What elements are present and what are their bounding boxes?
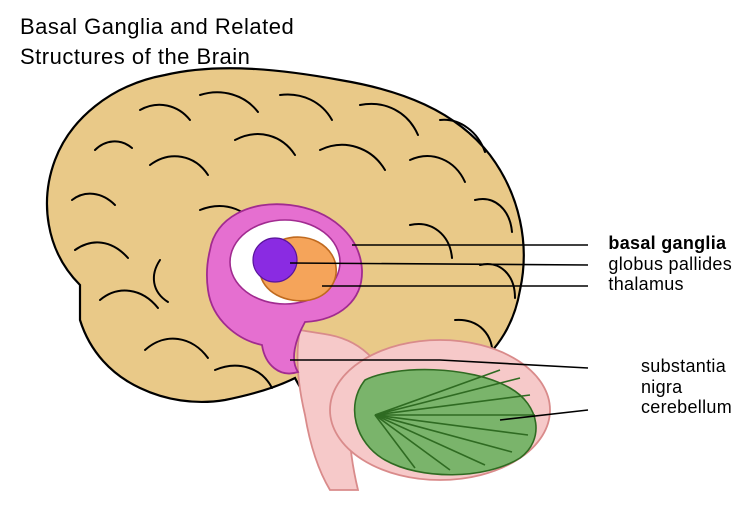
label-cerebellum: cerebellum (641, 397, 732, 418)
label-substantia-nigra-1: substantia (641, 356, 732, 377)
label-thalamus: thalamus (608, 274, 732, 295)
globus-pallidus (253, 238, 297, 282)
label-globus-pallides: globus pallides (608, 254, 732, 275)
label-group-lower: substantia nigra cerebellum (641, 356, 732, 418)
label-basal-ganglia: basal ganglia (608, 233, 732, 254)
label-substantia-nigra-2: nigra (641, 377, 732, 398)
label-group-upper: basal ganglia globus pallides thalamus (608, 233, 732, 295)
